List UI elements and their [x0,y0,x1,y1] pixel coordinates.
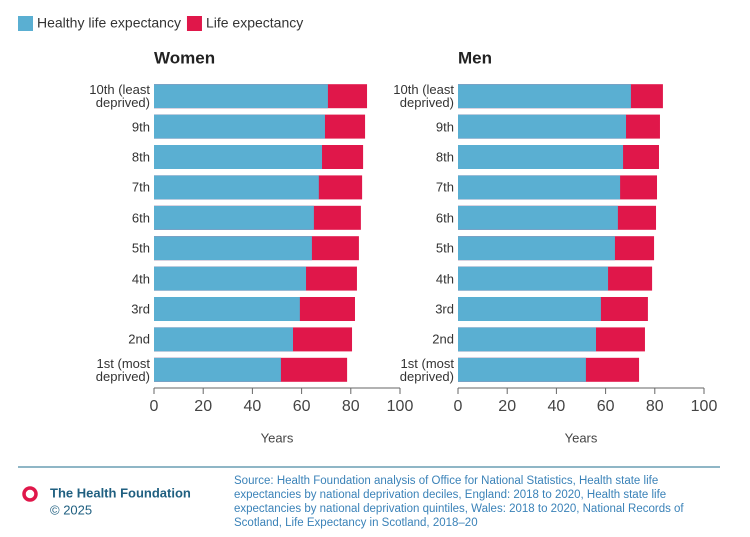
x-tick-label: 20 [498,398,516,415]
y-tick-label: 3rd [131,301,150,317]
y-tick-label: 7th [435,179,454,195]
source: Source: Health Foundation analysis of Of… [234,475,684,529]
x-tick-label: 40 [244,398,262,415]
bar [154,84,328,109]
x-axis-title: Years [565,430,598,445]
y-tick-label: 1st (most deprived) [95,355,150,384]
legend-label: Healthy life expectancy [37,15,181,31]
bar [458,297,601,321]
bar [154,297,300,321]
y-tick-label: 5th [435,240,454,256]
legend-swatch [186,16,202,31]
bar [154,327,293,352]
y-tick-label: 9th [131,119,150,135]
bar [458,145,624,169]
y-tick-label: 5th [131,240,150,256]
bar [458,357,586,382]
x-tick-label: 0 [454,398,463,415]
bar [458,327,597,352]
x-tick-label: 60 [597,398,615,415]
bar [154,266,307,291]
y-tick-label: 3rd [435,301,454,317]
y-tick-label: 7th [131,179,150,195]
y-tick-label: 10th (least deprived) [393,82,454,111]
logo [22,486,38,502]
x-tick-label: 60 [293,398,311,415]
bar [458,175,621,200]
bar [458,205,618,230]
bar [154,145,323,169]
x-tick-label: 40 [548,398,566,415]
y-tick-label: 8th [131,149,150,165]
y-tick-label: 8th [435,149,454,165]
bar [154,357,281,382]
x-tick-label: 80 [342,398,360,415]
copyright: © 2025 [50,502,92,517]
brand: The Health Foundation [50,485,191,500]
x-tick-label: 100 [691,398,718,415]
bar [458,266,609,291]
bar [154,175,319,200]
y-tick-label: 6th [435,210,454,226]
bar [154,114,325,139]
panel-title: Women [154,48,215,67]
y-tick-label: 6th [131,210,150,226]
x-tick-label: 80 [646,398,664,415]
y-tick-label: 1st (most deprived) [399,355,454,384]
bar [458,236,615,261]
y-tick-label: 2nd [128,331,150,347]
x-tick-label: 20 [194,398,212,415]
bar [154,236,312,261]
bar [458,114,627,139]
panel-title: Men [458,48,492,67]
x-tick-label: 0 [150,398,159,415]
y-tick-label: 4th [131,271,150,287]
y-tick-label: 10th (least deprived) [89,82,150,111]
y-tick-label: 2nd [432,331,454,347]
legend-swatch [18,16,33,31]
y-tick-label: 9th [435,119,454,135]
bar [458,84,631,109]
bar [154,205,314,230]
y-tick-label: 4th [435,271,454,287]
legend-label: Life expectancy [206,15,303,31]
x-axis-title: Years [261,430,294,445]
x-tick-label: 100 [387,398,414,415]
